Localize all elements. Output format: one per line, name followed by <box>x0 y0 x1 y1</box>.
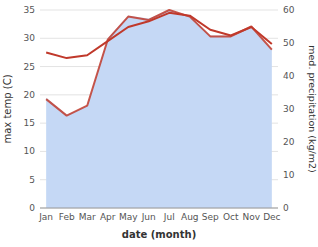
y-tick-label: 15 <box>24 118 35 128</box>
x-tick-label: Sep <box>202 212 219 222</box>
area <box>46 10 272 208</box>
y-tick-label: 30 <box>24 33 36 43</box>
line-y2 <box>46 10 272 116</box>
y-axis-label: max temp (C) <box>2 74 13 143</box>
x-tick-label: Jul <box>163 212 175 222</box>
x-tick-label: Oct <box>223 212 239 222</box>
y-tick-label: 5 <box>29 175 35 185</box>
x-axis-label: date (month) <box>122 229 196 240</box>
y2-tick-label: 30 <box>283 104 295 114</box>
x-tick-label: Aug <box>181 212 199 222</box>
x-tick-label: Dec <box>263 212 280 222</box>
y-tick-label: 25 <box>24 62 35 72</box>
y-tick-label: 10 <box>24 146 36 156</box>
y2-tick-label: 10 <box>283 170 295 180</box>
y-tick-label: 35 <box>24 5 35 15</box>
y2-tick-label: 20 <box>283 137 295 147</box>
y2-tick-label: 50 <box>283 38 295 48</box>
x-tick-label: Mar <box>79 212 96 222</box>
x-tick-label: Apr <box>100 212 116 222</box>
x-tick-label: Feb <box>59 212 75 222</box>
grid <box>40 10 278 208</box>
marks <box>46 10 272 208</box>
chart: 0 5 10 15 20 25 30 35 0 10 20 30 40 50 60 Jan Feb Mar AprM… <box>0 0 318 247</box>
x-axis <box>40 208 278 209</box>
line <box>46 13 272 58</box>
y2-tick-label: 40 <box>283 71 295 81</box>
y2-tick-label: 0 <box>283 203 289 213</box>
chart-container: 0 5 10 15 20 25 30 35 0 10 20 30 40 50 60 Jan Feb Mar AprM… <box>0 0 318 247</box>
x-tick-label: Nov <box>243 212 261 222</box>
grid-line <box>40 208 278 209</box>
x-tick-label: Jun <box>141 212 156 222</box>
x-tick-label: May <box>119 212 138 222</box>
grid-line <box>40 10 278 11</box>
y-tick-label: 0 <box>29 203 35 213</box>
x-tick-label: Jan <box>38 212 53 222</box>
y2-tick-label: 60 <box>283 5 295 15</box>
y2-axis-label: med. precipitation (kg/m2) <box>307 45 318 172</box>
y-tick-label: 20 <box>24 90 36 100</box>
